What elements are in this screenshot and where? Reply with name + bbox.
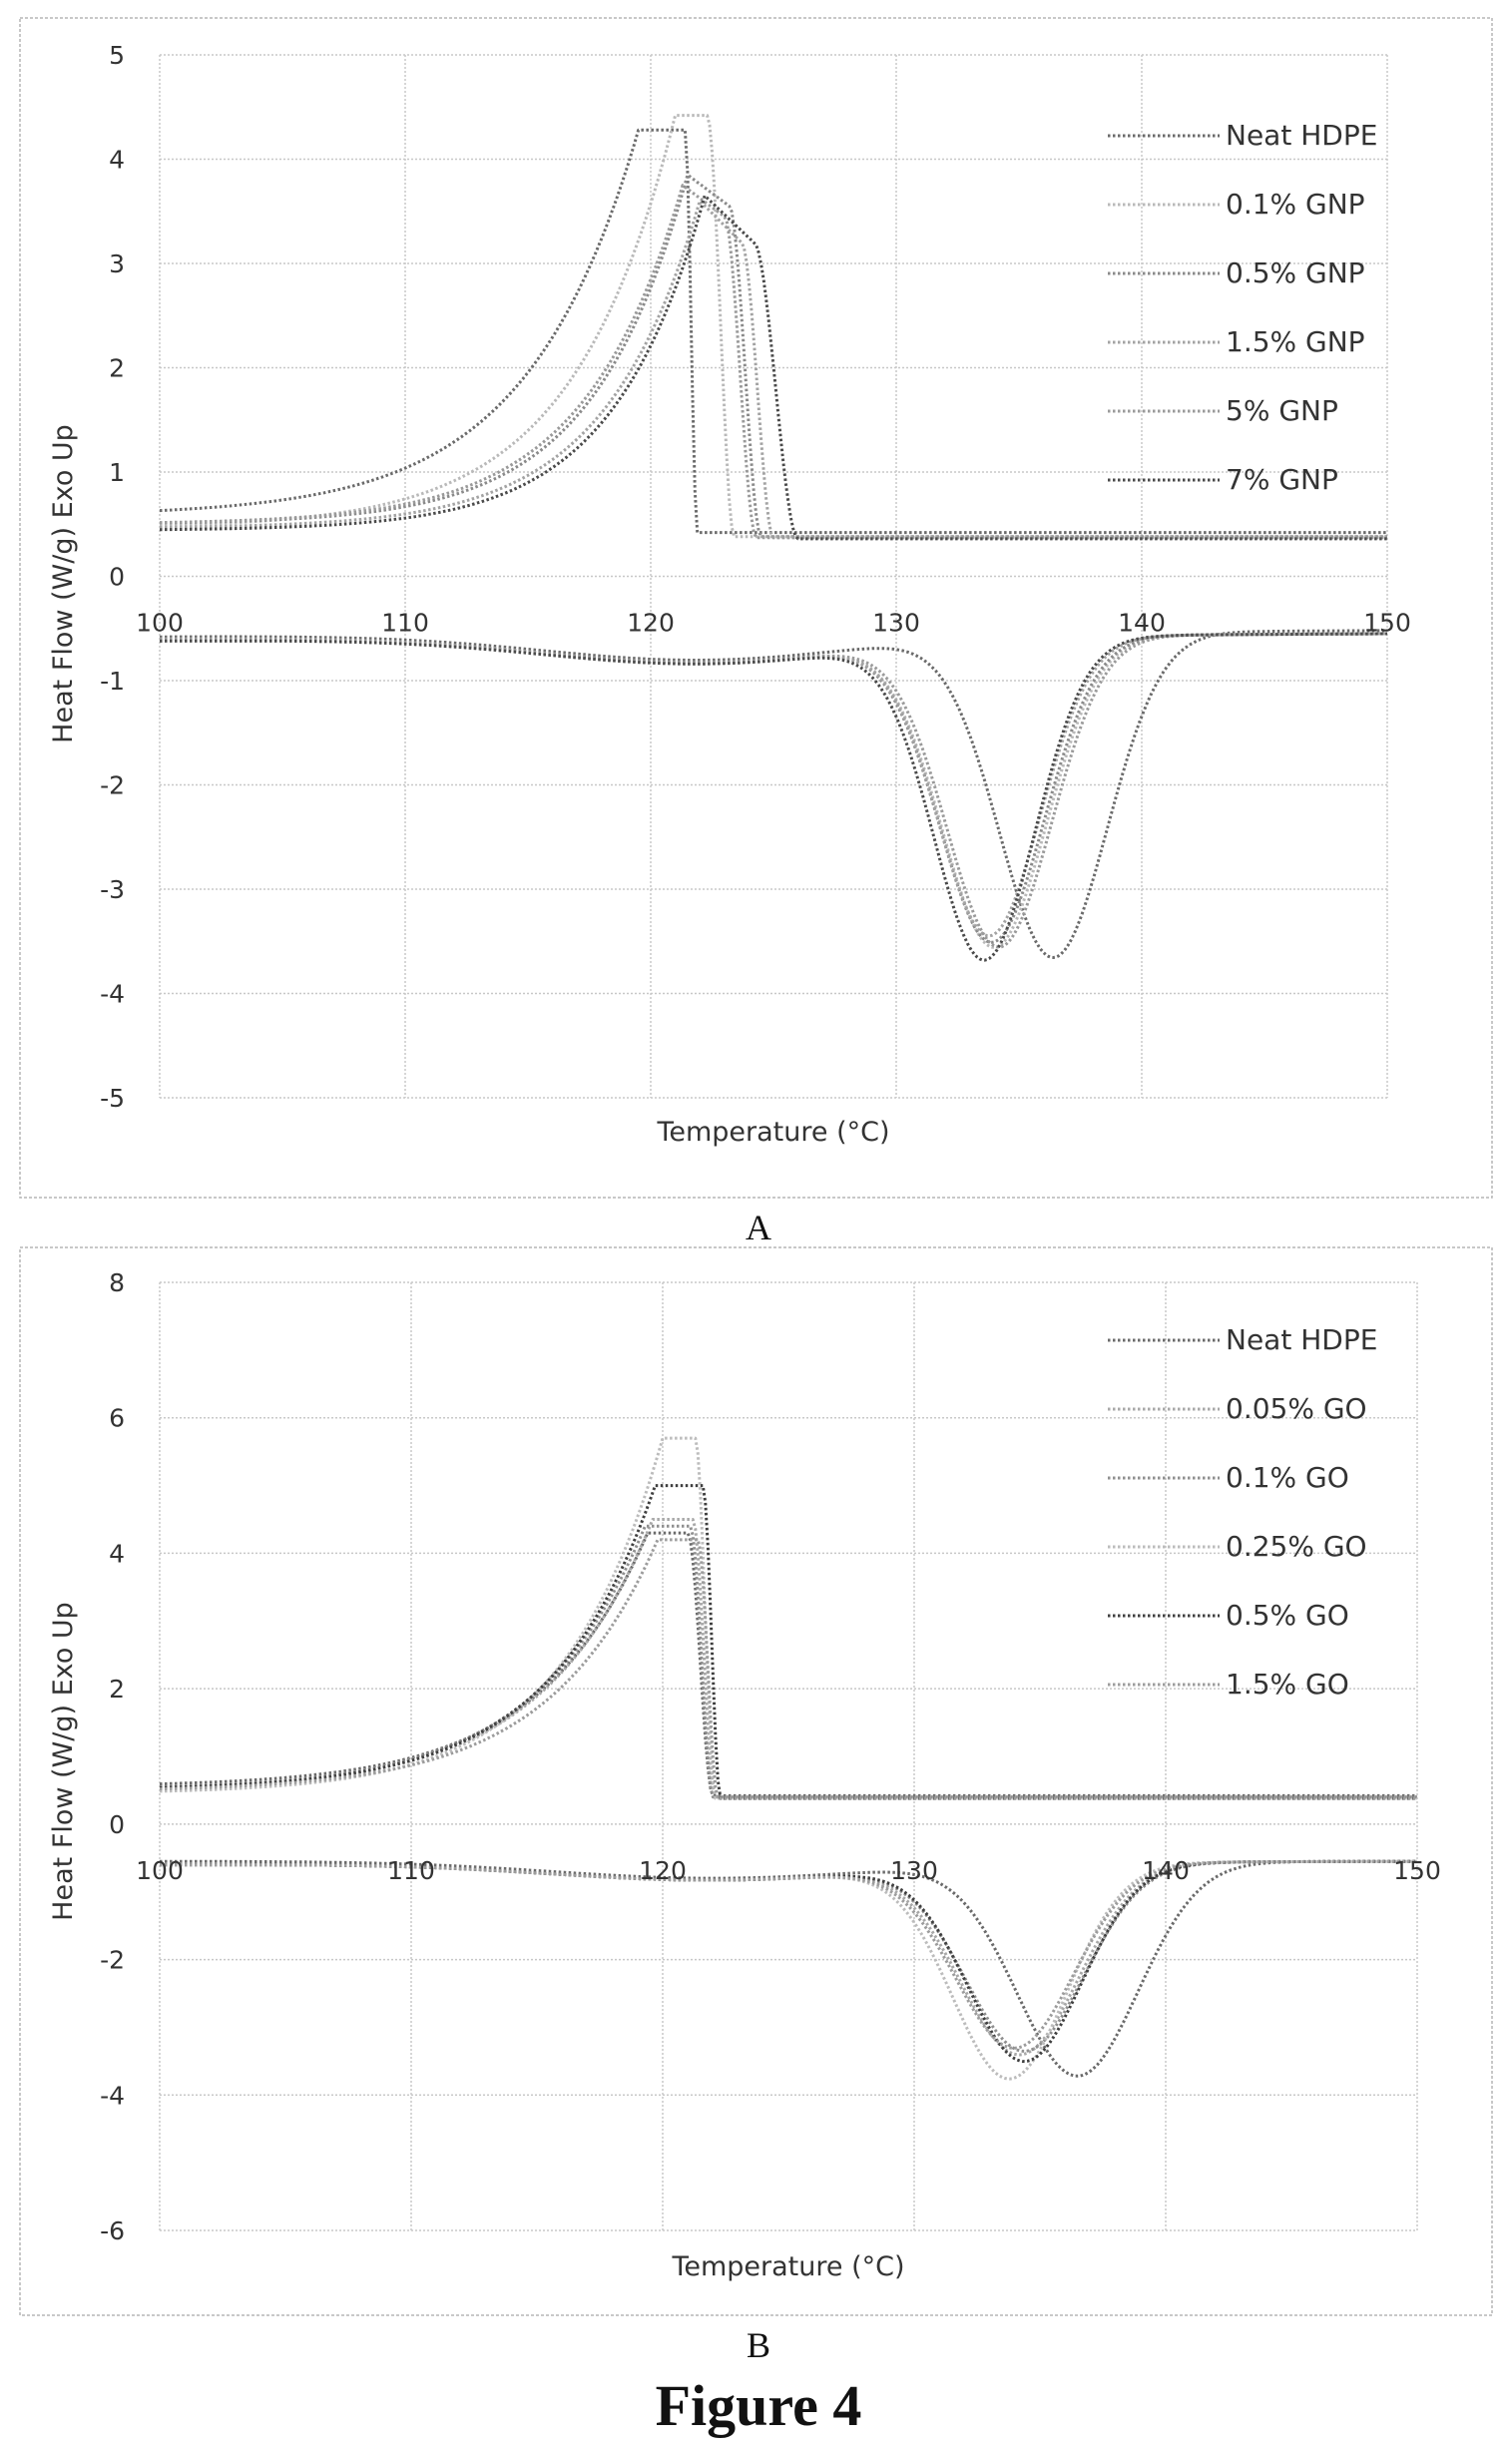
y-tick-label: 0 — [109, 563, 125, 592]
x-tick-label: 130 — [872, 609, 920, 638]
panel-label-b: B — [747, 2325, 770, 2365]
legend-entry-label: 0.1% GO — [1226, 1461, 1349, 1494]
chart-panel-a: 5 4 3 2 1 0 -1 -2 -3 -4 -5 100 110 120 130 140 150 Neat … — [19, 17, 1493, 1247]
x-tick-label: 140 — [1118, 609, 1166, 638]
y-tick-label: -4 — [100, 2081, 125, 2110]
legend-entry-label: 1.5% GNP — [1226, 325, 1365, 358]
y-tick-label: 6 — [109, 1404, 125, 1433]
x-tick-label: 150 — [1393, 1856, 1441, 1885]
legend-entry-label: 1.5% GO — [1226, 1668, 1349, 1701]
y-tick-label: 0 — [109, 1810, 125, 1839]
y-tick-label: 8 — [109, 1268, 125, 1297]
y-tick-label: -6 — [100, 2216, 125, 2245]
series-line-5-cooling — [160, 1484, 1417, 1800]
legend-entry-label: 0.05% GO — [1226, 1392, 1367, 1425]
series-line-5-heating — [160, 1859, 1417, 2064]
legend-entry-label: Neat HDPE — [1226, 1323, 1377, 1356]
x-tick-label: 110 — [381, 609, 429, 638]
series-line-2-heating — [160, 1859, 1417, 2057]
legend-entry-label: 0.1% GNP — [1226, 188, 1365, 221]
series-line-6-cooling — [160, 194, 1387, 541]
x-tick-label: 100 — [136, 609, 184, 638]
y-tick-label: -2 — [100, 1946, 125, 1975]
y-tick-label: -2 — [100, 771, 125, 800]
x-tick-label: 150 — [1363, 609, 1411, 638]
series-line-1-heating — [160, 629, 1388, 959]
legend-a: Neat HDPE 0.1% GNP 0.5% GNP 1.5% GNP 5% GNP 7… — [1108, 119, 1377, 496]
legend-entry-label: 0.5% GO — [1226, 1599, 1349, 1632]
x-tick-label: 100 — [136, 1856, 184, 1885]
series-line-6-cooling — [160, 1538, 1417, 1800]
series-line-5-cooling — [160, 184, 1387, 540]
legend-b: Neat HDPE 0.05% GO 0.1% GO 0.25% GO 0.5% GO 1… — [1108, 1323, 1377, 1701]
chart-frame-a — [19, 17, 1493, 1199]
chart-panel-b: 8 6 4 2 0 -2 -4 -6 100 110 120 130 140 150 Neat HDPE 0… — [19, 1246, 1493, 2365]
y-tick-label: 4 — [109, 1539, 125, 1568]
gridlines-a — [159, 54, 1388, 1099]
series-lines-a — [159, 114, 1388, 962]
y-tick-label: -4 — [100, 980, 125, 1009]
y-axis-label-b: Heat Flow (W/g) Exo Up — [48, 1602, 79, 1921]
series-line-6-heating — [160, 1859, 1417, 2050]
x-tick-label: 110 — [387, 1856, 435, 1885]
y-tick-label: 1 — [109, 458, 125, 487]
y-tick-label: -3 — [100, 875, 125, 904]
series-lines-b — [159, 1436, 1417, 2081]
tick-labels-a: 5 4 3 2 1 0 -1 -2 -3 -4 -5 100 110 120 130 140 150 — [100, 41, 1411, 1113]
chart-frame-b — [19, 1246, 1493, 2316]
figure-title: Figure 4 — [656, 2373, 862, 2438]
series-line-4-heating — [160, 1859, 1417, 2081]
series-line-2-cooling — [159, 114, 1387, 539]
legend-entry-label: 7% GNP — [1226, 463, 1338, 496]
x-tick-label: 120 — [639, 1856, 687, 1885]
series-line-3-heating — [160, 1859, 1417, 2053]
series-line-1-heating — [160, 1859, 1417, 2078]
series-line-6-heating — [159, 632, 1387, 962]
y-tick-label: 3 — [109, 249, 125, 278]
y-tick-label: -1 — [100, 667, 125, 696]
x-axis-label-a: Temperature (°C) — [656, 1117, 889, 1148]
legend-entry-label: 0.25% GO — [1226, 1530, 1367, 1563]
x-axis-label-b: Temperature (°C) — [671, 2251, 904, 2282]
series-line-1-cooling — [159, 128, 1387, 535]
x-tick-label: 140 — [1142, 1856, 1190, 1885]
legend-entry-label: 5% GNP — [1226, 394, 1338, 427]
y-tick-label: 2 — [109, 354, 125, 383]
x-tick-label: 120 — [627, 609, 675, 638]
x-tick-label: 130 — [890, 1856, 938, 1885]
y-tick-label: -5 — [100, 1084, 125, 1113]
y-tick-label: 5 — [109, 41, 125, 70]
y-axis-label-a: Heat Flow (W/g) Exo Up — [48, 424, 79, 743]
tick-labels-b: 8 6 4 2 0 -2 -4 -6 100 110 120 130 140 150 — [100, 1268, 1441, 2245]
legend-entry-label: Neat HDPE — [1226, 119, 1377, 152]
y-tick-label: 4 — [109, 146, 125, 175]
legend-entry-label: 0.5% GNP — [1226, 256, 1365, 289]
y-tick-label: 2 — [109, 1675, 125, 1704]
series-line-1-cooling — [159, 1531, 1417, 1797]
panel-label-a: A — [746, 1208, 771, 1247]
series-line-3-cooling — [159, 1524, 1417, 1799]
gridlines-b — [159, 1281, 1418, 2231]
